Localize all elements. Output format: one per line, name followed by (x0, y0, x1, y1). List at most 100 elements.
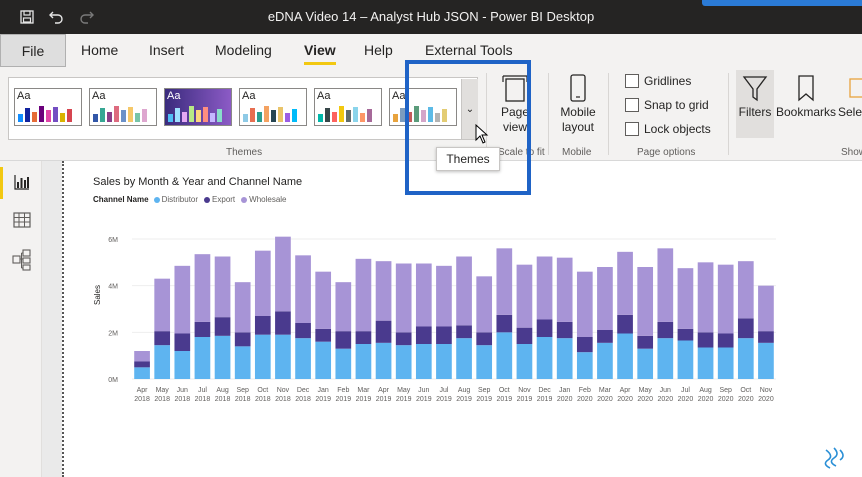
mobile-icon (565, 73, 591, 103)
theme-color-bar (46, 110, 51, 122)
theme-color-bar (210, 113, 215, 122)
x-tick-label: 2019 (376, 396, 392, 403)
show-group-label: Show (841, 147, 862, 158)
bar-wholesale (436, 265, 452, 327)
bar-export (214, 317, 231, 336)
legend-item-export[interactable]: Export (204, 195, 235, 204)
bar-distributor (677, 340, 694, 379)
themes-tooltip: Themes (436, 147, 500, 171)
theme-swatch[interactable]: Aa (89, 88, 157, 126)
bar-wholesale (134, 351, 150, 362)
report-view-icon[interactable] (12, 173, 32, 193)
bar-distributor (697, 347, 714, 379)
lock-label: Lock objects (644, 122, 711, 136)
x-tick-label: Sep (719, 387, 732, 394)
x-tick-label: Nov (518, 387, 531, 394)
theme-swatch[interactable]: Aa (389, 88, 457, 126)
theme-color-bar (203, 107, 208, 122)
tab-view[interactable]: View (304, 42, 336, 65)
theme-swatch[interactable]: Aa (314, 88, 382, 126)
theme-color-bar (18, 114, 23, 122)
y-tick-label: 4M (108, 284, 118, 291)
bar-export (536, 319, 553, 337)
x-tick-label: 2018 (195, 396, 211, 403)
tab-insert[interactable]: Insert (149, 42, 185, 58)
theme-color-bar (318, 114, 323, 122)
checkbox-box[interactable] (625, 122, 639, 136)
legend-item-wholesale[interactable]: Wholesale (241, 195, 287, 204)
selection-button[interactable]: Selec (836, 69, 862, 139)
bar-export (456, 325, 472, 339)
y-tick-label: 6M (108, 237, 118, 244)
tab-file[interactable]: File (0, 34, 66, 67)
theme-color-bar (414, 106, 419, 122)
save-icon[interactable] (18, 8, 36, 26)
x-tick-label: 2019 (336, 396, 352, 403)
theme-color-bar (278, 107, 283, 122)
bar-export (758, 331, 774, 343)
theme-color-bar (257, 112, 262, 122)
tab-home[interactable]: Home (81, 42, 119, 58)
x-tick-label: 2019 (315, 396, 331, 403)
x-tick-label: Jul (198, 387, 207, 394)
bar-wholesale (275, 236, 291, 312)
theme-color-bar (53, 107, 58, 122)
undo-icon[interactable] (47, 8, 65, 26)
x-tick-label: May (639, 387, 653, 394)
bar-wholesale (617, 251, 633, 315)
bar-wholesale (556, 257, 573, 322)
bar-export (415, 326, 432, 344)
theme-color-bar (250, 108, 255, 122)
bar-distributor (355, 344, 372, 379)
theme-color-bar (435, 113, 440, 122)
x-tick-label: Dec (297, 387, 310, 394)
theme-color-bar (182, 112, 187, 122)
theme-color-bar (135, 113, 140, 122)
page-options-group-label: Page options (637, 147, 696, 158)
chevron-down-icon[interactable]: ⌄ (461, 79, 478, 139)
bar-wholesale (677, 268, 694, 329)
bar-wholesale (657, 248, 674, 322)
bar-wholesale (395, 263, 412, 333)
snap-to-grid-checkbox[interactable]: Snap to grid (625, 98, 709, 112)
theme-color-bar (107, 112, 112, 122)
theme-color-bar (285, 113, 290, 122)
x-tick-label: Mar (357, 387, 370, 394)
bar-export (637, 335, 654, 349)
theme-color-bar (325, 108, 330, 122)
legend-item-distributor[interactable]: Distributor (153, 195, 198, 204)
x-tick-label: 2018 (175, 396, 191, 403)
data-view-icon[interactable] (12, 211, 32, 231)
gridlines-checkbox[interactable]: Gridlines (625, 74, 691, 88)
mobile-layout-button[interactable]: Mobile layout (556, 69, 600, 139)
lock-objects-checkbox[interactable]: Lock objects (625, 122, 711, 136)
page-view-button[interactable]: Page view (495, 69, 535, 139)
x-tick-label: Mar (599, 387, 612, 394)
theme-color-bar (442, 109, 447, 122)
theme-swatch[interactable]: Aa (164, 88, 232, 126)
model-view-icon[interactable] (12, 249, 32, 271)
bar-export (335, 331, 352, 349)
theme-swatch[interactable]: Aa (14, 88, 82, 126)
checkbox-box[interactable] (625, 74, 639, 88)
tab-modeling[interactable]: Modeling (215, 42, 272, 58)
tab-help[interactable]: Help (364, 42, 393, 58)
x-tick-label: Apr (620, 387, 632, 394)
bar-distributor (516, 344, 533, 379)
filters-button[interactable]: Filters (736, 69, 774, 139)
redo-icon[interactable] (77, 8, 95, 26)
x-tick-label: Jul (439, 387, 448, 394)
theme-color-bar (332, 112, 337, 122)
bar-wholesale (214, 256, 231, 318)
tab-external-tools[interactable]: External Tools (425, 42, 513, 58)
chart-legend: Channel Name Distributor Export Wholesal… (93, 195, 290, 204)
legend-title: Channel Name (93, 195, 149, 204)
bar-distributor (174, 351, 191, 379)
checkbox-box[interactable] (625, 98, 639, 112)
theme-sample-text: Aa (167, 90, 181, 102)
bookmarks-button[interactable]: Bookmarks (776, 69, 836, 139)
theme-swatch[interactable]: Aa (239, 88, 307, 126)
x-tick-label: 2019 (356, 396, 372, 403)
theme-color-bar (128, 107, 133, 122)
filters-button-bg[interactable] (736, 70, 774, 138)
